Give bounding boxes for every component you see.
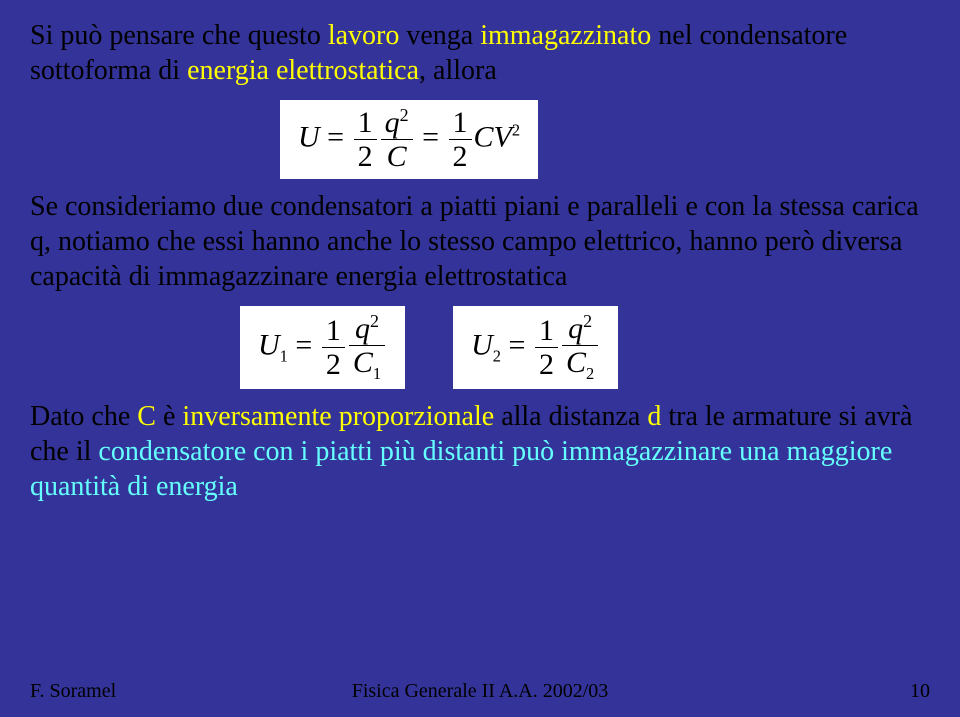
eq1-half-den-b: 2	[449, 140, 472, 173]
eq2-eq-b: =	[501, 328, 533, 361]
p1-highlight-2: immagazzinato	[480, 20, 651, 51]
eq2-U1-sub: 1	[280, 346, 288, 365]
p3-highlight-1: C	[137, 401, 156, 432]
equation-2-box-b: U2 = 12q2C2	[453, 306, 618, 389]
eq2-half-b: 12	[535, 314, 558, 381]
eq1-C-den: C	[381, 140, 413, 173]
eq1-q: q	[385, 106, 400, 139]
footer: F. Soramel Fisica Generale II A.A. 2002/…	[0, 680, 960, 703]
equation-1-box: U = 12q2C = 12CV2	[280, 100, 538, 179]
equation-2-row: U1 = 12q2C1 U2 = 12q2C2	[30, 306, 930, 389]
eq2-C-a-sub: 1	[373, 364, 381, 383]
equation-2-box-a: U1 = 12q2C1	[240, 306, 405, 389]
eq2-half-a-den: 2	[322, 348, 345, 381]
footer-left: F. Soramel	[30, 680, 116, 703]
eq2-U2: U	[471, 328, 493, 361]
p3-text-1: Dato che	[30, 401, 137, 432]
p1-text-4: , allora	[419, 55, 497, 86]
eq1-frac-half-b: 12	[449, 106, 472, 173]
p3-highlight-3: d	[647, 401, 661, 432]
slide: Si può pensare che questo lavoro venga i…	[0, 0, 960, 717]
eq2-U2-sub: 2	[493, 346, 501, 365]
equation-1-row: U = 12q2C = 12CV2	[30, 100, 930, 179]
eq2-q2-b: q2	[562, 312, 598, 346]
eq2-C1: C1	[349, 346, 385, 383]
eq2-C-a: C	[353, 346, 373, 379]
p3-text-2: è	[156, 401, 182, 432]
footer-center: Fisica Generale II A.A. 2002/03	[352, 680, 609, 703]
eq1-U: U	[298, 120, 320, 153]
eq2-q-b-exp: 2	[583, 311, 592, 331]
eq2-q-a-exp: 2	[370, 311, 379, 331]
eq1-half-num-b: 1	[449, 106, 472, 140]
eq1-half-den-a: 2	[354, 140, 377, 173]
eq2-half-b-den: 2	[535, 348, 558, 381]
eq2-C-b-sub: 2	[586, 364, 594, 383]
eq2-C-b: C	[566, 346, 586, 379]
eq2-qC2: q2C2	[562, 312, 598, 383]
eq2-half-a-num: 1	[322, 314, 345, 348]
paragraph-1: Si può pensare che questo lavoro venga i…	[30, 18, 930, 88]
eq2-half-a: 12	[322, 314, 345, 381]
footer-right: 10	[910, 680, 930, 703]
eq2-q2-a: q2	[349, 312, 385, 346]
p3-highlight-4: condensatore con i piatti più distanti p…	[30, 436, 892, 502]
eq2-q-b: q	[568, 312, 583, 345]
eq1-q-exp: 2	[400, 105, 409, 125]
eq2-q-a: q	[355, 312, 370, 345]
p1-highlight-3: energia elettrostatica	[187, 55, 419, 86]
eq1-CV-exp: 2	[512, 120, 520, 139]
eq1-half-num-a: 1	[354, 106, 377, 140]
eq2-C2: C2	[562, 346, 598, 383]
p1-highlight-1: lavoro	[328, 20, 400, 51]
paragraph-2: Se consideriamo due condensatori a piatt…	[30, 189, 930, 294]
eq1-q2: q2	[381, 106, 413, 140]
eq1-eq-b: =	[415, 120, 447, 153]
p1-text-2: venga	[399, 20, 480, 51]
eq1-CV: CV	[474, 120, 512, 153]
p1-text-1: Si può pensare che questo	[30, 20, 328, 51]
eq1-eq-a: =	[320, 120, 352, 153]
eq2-U1: U	[258, 328, 280, 361]
p3-highlight-2: inversamente proporzionale	[182, 401, 494, 432]
paragraph-3: Dato che C è inversamente proporzionale …	[30, 399, 930, 504]
eq1-frac-qC: q2C	[381, 106, 413, 173]
eq2-half-b-num: 1	[535, 314, 558, 348]
eq2-eq-a: =	[288, 328, 320, 361]
eq1-frac-half-a: 12	[354, 106, 377, 173]
eq2-qC1: q2C1	[349, 312, 385, 383]
p3-text-3: alla distanza	[494, 401, 647, 432]
